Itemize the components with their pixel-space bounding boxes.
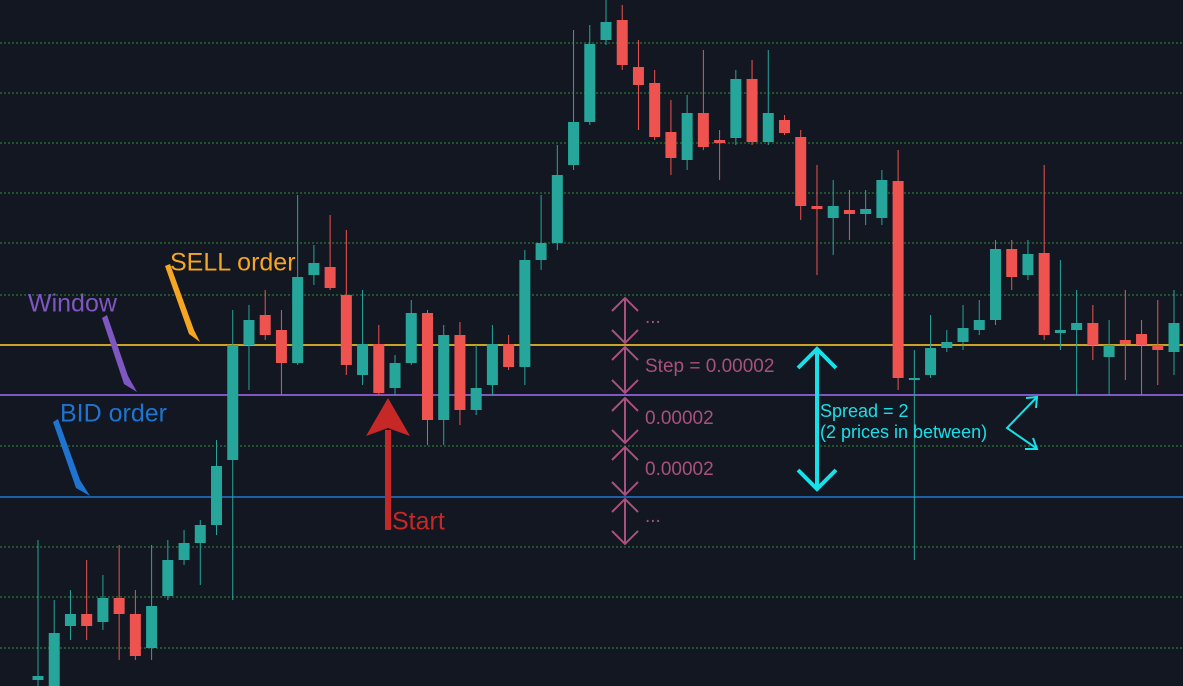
candle-body	[925, 348, 937, 375]
start-label: Start	[392, 508, 445, 536]
candle-body	[340, 295, 352, 365]
window-label: Window	[28, 290, 118, 318]
candle-body	[162, 560, 174, 596]
candle-body	[503, 344, 515, 367]
candle-body	[324, 267, 336, 288]
candle-body	[194, 525, 206, 543]
annotation-arrows	[53, 264, 1039, 546]
candle-body	[908, 378, 920, 380]
candle-body	[876, 180, 888, 218]
candle-body	[308, 263, 320, 275]
candle-body	[64, 614, 76, 626]
candle-body	[843, 210, 855, 214]
candle-body	[275, 330, 287, 363]
candle-body	[81, 614, 93, 626]
candle-body	[454, 335, 466, 410]
candle-body	[405, 313, 417, 363]
sell-label: SELL order	[170, 249, 296, 277]
candle-body	[421, 313, 433, 420]
candle-body	[1038, 253, 1050, 335]
candle-body	[616, 20, 628, 65]
candle-body	[584, 44, 596, 122]
candle-body	[259, 315, 271, 335]
spread-note: (2 prices in between)	[820, 422, 987, 442]
candle-body	[957, 328, 969, 342]
candle-body	[860, 209, 872, 214]
candle-body	[649, 83, 661, 137]
candle-body	[730, 79, 742, 138]
candle-body	[1054, 330, 1066, 333]
candle-body	[762, 113, 774, 142]
step-label: 0.00002	[645, 459, 714, 480]
candle-body	[1119, 340, 1131, 344]
candle-body	[681, 113, 693, 160]
candle-body	[665, 132, 677, 158]
candle-body	[48, 633, 60, 686]
candle-body	[827, 206, 839, 218]
step-label: Step = 0.00002	[645, 356, 774, 377]
candle-body	[535, 243, 547, 260]
candle-body	[32, 676, 44, 680]
candle-body	[779, 120, 791, 133]
candle-body	[1071, 323, 1083, 330]
candle-body	[973, 320, 985, 330]
candle-body	[1022, 254, 1034, 275]
candle-body	[1152, 345, 1164, 350]
candle-body	[129, 614, 141, 656]
candle-body	[1103, 345, 1115, 357]
candle-body	[1136, 334, 1148, 345]
candle-body	[568, 122, 580, 165]
candle-body	[1006, 249, 1018, 277]
candle-body	[97, 598, 109, 622]
candle-body	[714, 140, 726, 143]
candle-body	[811, 206, 823, 209]
candle-body	[795, 137, 807, 206]
candle-body	[470, 388, 482, 410]
candle-body	[989, 249, 1001, 320]
candle-body	[243, 320, 255, 345]
ellipsis: ...	[645, 506, 661, 527]
candle-body	[292, 277, 304, 363]
spread-label: Spread = 2	[820, 401, 909, 421]
step-label: 0.00002	[645, 408, 714, 429]
candle-body	[113, 598, 125, 614]
candle-body	[892, 181, 904, 378]
candle-body	[389, 363, 401, 388]
candle-body	[600, 22, 612, 40]
candle-body	[941, 342, 953, 348]
candle-body	[632, 67, 644, 85]
candle-body	[211, 466, 223, 525]
candle-body	[373, 344, 385, 393]
candle-body	[1168, 323, 1180, 352]
ellipsis: ...	[645, 307, 661, 328]
candle-body	[357, 344, 369, 375]
candle-body	[697, 113, 709, 147]
candle-body	[438, 335, 450, 420]
candle-body	[551, 175, 563, 243]
candle-body	[227, 345, 239, 460]
candle-body	[146, 606, 158, 648]
candle-body	[746, 79, 758, 142]
candle-body	[1087, 323, 1099, 345]
candle-body	[178, 543, 190, 560]
candle-body	[519, 260, 531, 367]
bid-label: BID order	[60, 400, 167, 428]
candle-body	[486, 344, 498, 385]
